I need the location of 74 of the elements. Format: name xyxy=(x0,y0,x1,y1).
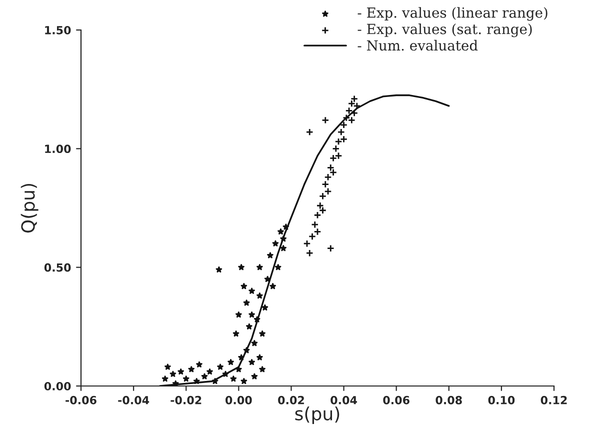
x-tick-label: -0.06 xyxy=(66,396,96,404)
point xyxy=(350,109,358,117)
point xyxy=(259,330,266,337)
point xyxy=(248,358,255,366)
point xyxy=(311,220,319,228)
x-tick-label: 0.10 xyxy=(488,396,515,404)
legend-label: - Exp. values (sat. range) xyxy=(358,23,532,38)
point xyxy=(270,283,276,290)
point xyxy=(164,364,171,370)
point xyxy=(278,228,284,235)
point xyxy=(251,340,258,346)
y-tick-label: 0.00 xyxy=(44,382,71,390)
point xyxy=(274,264,282,270)
x-tick-label: 0.02 xyxy=(278,396,304,404)
point xyxy=(342,114,350,122)
point xyxy=(243,300,250,306)
point xyxy=(303,240,311,248)
point xyxy=(246,323,252,330)
point xyxy=(348,116,356,124)
point xyxy=(340,121,348,129)
point xyxy=(332,144,340,152)
y-tick-label: 1.00 xyxy=(45,144,71,154)
point xyxy=(248,312,255,318)
point xyxy=(306,249,314,257)
point xyxy=(337,128,345,136)
point xyxy=(256,292,263,299)
point xyxy=(178,368,184,375)
point xyxy=(230,376,237,382)
x-tick-label: 0.08 xyxy=(436,396,462,404)
y-tick-label: 0.50 xyxy=(44,263,71,272)
point xyxy=(256,354,263,360)
y-tick-label: 1.50 xyxy=(45,26,71,34)
point xyxy=(267,252,274,258)
x-tick-label: 0.00 xyxy=(225,396,252,404)
x-tick-label: -0.04 xyxy=(118,396,150,404)
point xyxy=(280,245,287,252)
point xyxy=(217,364,224,370)
point xyxy=(259,366,266,372)
point xyxy=(322,180,330,188)
point xyxy=(170,370,176,377)
y-axis-title: Q(pu) xyxy=(20,184,38,233)
x-tick-label: 0.12 xyxy=(540,396,567,404)
point xyxy=(162,376,168,382)
point xyxy=(326,244,334,252)
point xyxy=(256,264,263,270)
point xyxy=(228,358,234,366)
point xyxy=(326,164,334,172)
point xyxy=(196,361,202,368)
point xyxy=(262,304,268,310)
point xyxy=(236,312,242,318)
point xyxy=(251,373,258,380)
point xyxy=(188,366,195,372)
x-tick-label: 0.04 xyxy=(330,396,357,404)
line-series xyxy=(159,94,450,386)
point xyxy=(272,240,279,246)
point xyxy=(353,102,361,110)
point xyxy=(206,368,213,375)
point xyxy=(240,378,248,384)
point xyxy=(238,264,244,270)
point xyxy=(216,266,222,273)
point xyxy=(201,373,208,380)
x-tick-label: -0.02 xyxy=(170,396,202,404)
point xyxy=(240,283,248,290)
point xyxy=(182,376,190,382)
point xyxy=(248,288,255,294)
point xyxy=(232,330,240,337)
point xyxy=(316,202,324,210)
point xyxy=(322,116,330,124)
point xyxy=(306,128,314,136)
point xyxy=(345,106,353,114)
x-axis-title: s(pu) xyxy=(295,406,340,424)
x-tick-label: 0.06 xyxy=(383,396,410,404)
legend-label: - Exp. values (linear range) xyxy=(358,7,548,21)
legend-label: - Num. evaluated xyxy=(358,40,478,51)
